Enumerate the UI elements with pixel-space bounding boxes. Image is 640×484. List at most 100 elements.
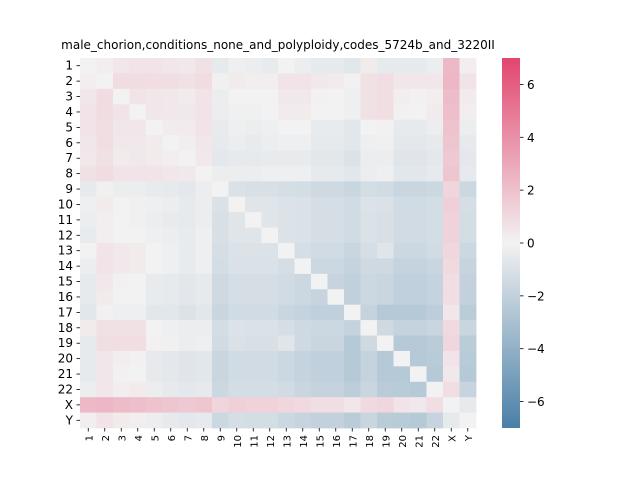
- heatmap-cell-10-21: [410, 196, 427, 213]
- heatmap-cell-3-4: [129, 88, 147, 105]
- heatmap-cell-X-19: [377, 397, 394, 413]
- heatmap-cell-3-13: [278, 88, 295, 105]
- heatmap-cell-Y-18: [360, 412, 378, 429]
- heatmap-cell-5-17: [344, 119, 361, 136]
- heatmap-cell-6-7: [179, 135, 196, 151]
- heatmap-cell-3-X: [443, 88, 460, 105]
- heatmap-cell-18-6: [162, 320, 180, 336]
- heatmap-cell-5-2: [96, 119, 114, 136]
- heatmap-cell-17-Y: [459, 304, 477, 321]
- heatmap-cell-6-Y: [459, 135, 477, 151]
- y-tick-label: 14: [58, 259, 73, 273]
- heatmap-cell-10-2: [96, 196, 114, 213]
- heatmap-cell-17-22: [426, 304, 444, 321]
- heatmap-cell-12-16: [327, 227, 345, 244]
- heatmap-cell-13-14: [294, 243, 312, 259]
- heatmap-cell-20-18: [360, 350, 378, 367]
- heatmap-cell-1-X: [443, 58, 460, 74]
- heatmap-cell-3-5: [146, 88, 163, 105]
- x-axis-ticks: 1 2 3 4 5 6 7 8 9 10 11 12 13 14 15 16 17 18 19 20 21 22 X Y: [84, 428, 475, 448]
- heatmap-cell-17-16: [327, 304, 345, 321]
- heatmap-cell-19-18: [360, 335, 378, 352]
- y-tick-label: Y: [65, 413, 74, 427]
- heatmap-cell-14-8: [195, 258, 213, 275]
- heatmap-cell-2-9: [212, 73, 229, 90]
- heatmap-cell-16-5: [146, 289, 163, 306]
- heatmap-cell-1-10: [228, 58, 246, 74]
- heatmap-cell-17-14: [294, 304, 312, 321]
- heatmap-cell-17-3: [113, 304, 130, 321]
- heatmap-cell-13-13: [278, 243, 295, 259]
- heatmap-cell-22-5: [146, 381, 163, 398]
- heatmap-cell-9-4: [129, 181, 147, 198]
- colorbar-tick-label: 2: [527, 184, 535, 198]
- heatmap-cell-4-19: [377, 104, 394, 121]
- heatmap-cell-9-2: [96, 181, 114, 198]
- heatmap-cell-Y-7: [179, 412, 196, 429]
- heatmap-cell-X-6: [162, 397, 180, 413]
- heatmap-cell-9-20: [393, 181, 411, 198]
- heatmap-cell-7-21: [410, 150, 427, 167]
- heatmap-cell-16-15: [311, 289, 328, 306]
- heatmap-cell-5-14: [294, 119, 312, 136]
- heatmap-cell-17-X: [443, 304, 460, 321]
- heatmap-cell-13-Y: [459, 243, 477, 259]
- heatmap-cell-11-15: [311, 212, 328, 228]
- heatmap-cell-20-7: [179, 350, 196, 367]
- heatmap-cell-4-1: [80, 104, 97, 121]
- heatmap-cell-1-7: [179, 58, 196, 74]
- heatmap-cell-14-12: [261, 258, 279, 275]
- heatmap-cell-11-10: [228, 212, 246, 228]
- x-tick-label: 21: [414, 435, 425, 448]
- heatmap-cell-2-13: [278, 73, 295, 90]
- y-tick-label: 11: [58, 213, 73, 227]
- heatmap-cells: [80, 58, 477, 429]
- heatmap-cell-22-3: [113, 381, 130, 398]
- heatmap-cell-14-X: [443, 258, 460, 275]
- heatmap-cell-17-11: [245, 304, 262, 321]
- heatmap-cell-13-21: [410, 243, 427, 259]
- heatmap-cell-11-1: [80, 212, 97, 228]
- x-tick-label: 7: [183, 435, 194, 441]
- heatmap-cell-20-12: [261, 350, 279, 367]
- heatmap-cell-11-7: [179, 212, 196, 228]
- heatmap-cell-18-4: [129, 320, 147, 336]
- heatmap-cell-12-2: [96, 227, 114, 244]
- heatmap-cell-14-10: [228, 258, 246, 275]
- heatmap-cell-22-19: [377, 381, 394, 398]
- heatmap-cell-20-Y: [459, 350, 477, 367]
- heatmap-cell-11-9: [212, 212, 229, 228]
- heatmap-cell-19-3: [113, 335, 130, 352]
- heatmap-cell-2-12: [261, 73, 279, 90]
- heatmap-cell-14-20: [393, 258, 411, 275]
- heatmap-cell-13-11: [245, 243, 262, 259]
- heatmap-cell-21-12: [261, 366, 279, 383]
- heatmap-cell-9-14: [294, 181, 312, 198]
- heatmap-cell-21-10: [228, 366, 246, 383]
- heatmap-cell-X-14: [294, 397, 312, 413]
- y-tick-label: 4: [65, 105, 73, 119]
- heatmap-cell-10-17: [344, 196, 361, 213]
- heatmap-cell-16-22: [426, 289, 444, 306]
- heatmap-cell-3-21: [410, 88, 427, 105]
- heatmap-cell-1-15: [311, 58, 328, 74]
- heatmap-cell-21-21: [410, 366, 427, 383]
- heatmap-cell-14-1: [80, 258, 97, 275]
- heatmap-cell-1-22: [426, 58, 444, 74]
- heatmap-cell-11-17: [344, 212, 361, 228]
- heatmap-cell-5-21: [410, 119, 427, 136]
- heatmap-cell-17-13: [278, 304, 295, 321]
- heatmap-cell-15-20: [393, 273, 411, 290]
- heatmap-cell-12-14: [294, 227, 312, 244]
- heatmap-cell-6-14: [294, 135, 312, 151]
- heatmap-cell-10-12: [261, 196, 279, 213]
- heatmap-cell-11-8: [195, 212, 213, 228]
- heatmap-cell-4-16: [327, 104, 345, 121]
- heatmap-cell-1-17: [344, 58, 361, 74]
- heatmap-cell-14-6: [162, 258, 180, 275]
- x-tick-label: 9: [216, 435, 227, 441]
- heatmap-cell-12-21: [410, 227, 427, 244]
- x-tick-label: 5: [150, 435, 161, 441]
- heatmap-cell-19-5: [146, 335, 163, 352]
